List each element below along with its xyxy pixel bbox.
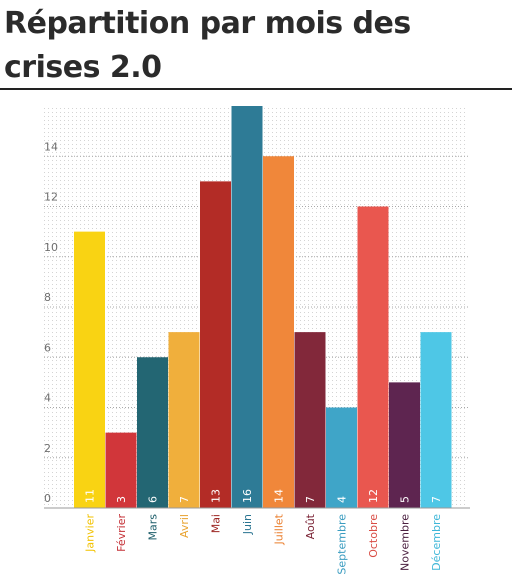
value-label: 11 [84, 489, 97, 503]
bar-mars [137, 357, 168, 508]
value-label: 7 [430, 496, 443, 503]
value-label: 4 [336, 496, 349, 503]
bars [74, 106, 452, 508]
value-label: 13 [210, 489, 223, 503]
value-label: 5 [399, 496, 412, 503]
bar-juillet [263, 156, 294, 508]
bar-septembre [326, 407, 357, 508]
bar-avril [168, 332, 200, 508]
category-label: Juillet [273, 513, 286, 545]
category-label: Août [304, 513, 317, 539]
category-label: Mai [210, 514, 223, 533]
bar-octobre [357, 206, 389, 508]
y-tick-label: 10 [44, 241, 58, 254]
y-tick-label: 4 [44, 392, 51, 405]
value-label: 12 [367, 489, 380, 503]
category-label: Septembre [336, 514, 349, 575]
value-label: 16 [241, 489, 254, 503]
bar-août [294, 332, 326, 508]
category-label: Décembre [430, 514, 443, 571]
title-divider [0, 88, 512, 90]
category-label: Janvier [84, 514, 97, 553]
value-label: 7 [304, 496, 317, 503]
y-axis-ticks: 0 2 4 6 8 10 12 14 [44, 140, 58, 505]
y-tick-label: 6 [44, 341, 51, 354]
bar-février [105, 432, 137, 508]
y-tick-label: 12 [44, 191, 58, 204]
value-label: 3 [115, 496, 128, 503]
y-tick-label: 0 [44, 492, 51, 505]
bar-novembre [389, 382, 420, 508]
category-label: Octobre [367, 514, 380, 558]
category-label: Novembre [399, 514, 412, 571]
category-label: Février [115, 514, 128, 552]
category-label: Mars [147, 514, 160, 541]
value-label: 14 [273, 489, 286, 503]
bar-juin [231, 106, 263, 508]
value-labels: 11 3 6 7 13 16 14 7 4 12 5 7 [84, 489, 444, 503]
bar-janvier [74, 231, 105, 508]
bar-mai [200, 181, 231, 508]
y-tick-label: 2 [44, 442, 51, 455]
value-label: 6 [147, 496, 160, 503]
category-label: Juin [241, 514, 254, 535]
chart-title: Répartition par mois des crises 2.0 [4, 6, 411, 85]
value-label: 7 [178, 496, 191, 503]
y-tick-label: 14 [44, 140, 58, 153]
y-tick-label: 8 [44, 291, 51, 304]
category-label: Avril [178, 514, 191, 538]
bar-décembre [420, 332, 452, 508]
category-labels: Janvier Février Mars Avril Mai Juin Juillet Aoû… [84, 513, 444, 574]
